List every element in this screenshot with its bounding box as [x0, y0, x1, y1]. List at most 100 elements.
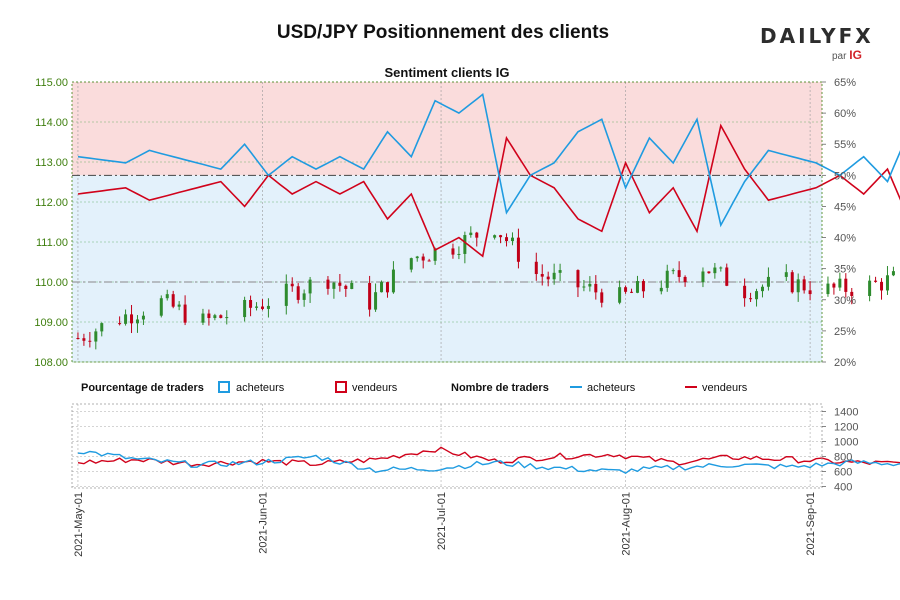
candle-body — [415, 256, 419, 259]
candle-body — [171, 294, 175, 307]
candle-body — [141, 315, 145, 320]
candle-body — [880, 281, 884, 291]
candle-body — [475, 232, 479, 238]
candle-body — [885, 275, 889, 291]
candle-body — [766, 276, 770, 287]
candle-body — [463, 235, 467, 254]
candle-body — [290, 283, 294, 287]
candle-body — [183, 304, 187, 323]
candle-body — [784, 272, 788, 277]
candle-body — [624, 287, 628, 292]
candle-body — [546, 276, 550, 280]
candle-body — [338, 282, 342, 286]
buyer-zone — [72, 175, 822, 362]
candle-body — [743, 285, 747, 299]
candle-body — [760, 286, 764, 292]
candle-body — [177, 304, 181, 307]
pct-tick-label: 25% — [834, 326, 856, 338]
date-tick-label: 2021-Aug-01 — [621, 492, 633, 556]
count-tick-label: 1400 — [834, 407, 858, 419]
candle-body — [588, 283, 592, 287]
count-tick-label: 600 — [834, 467, 852, 479]
candle-body — [576, 270, 580, 288]
candle-body — [540, 274, 544, 277]
candle-body — [159, 298, 163, 316]
candle-body — [826, 283, 830, 295]
pct-tick-label: 45% — [834, 201, 856, 213]
candle-body — [118, 323, 122, 325]
candle-body — [635, 281, 639, 293]
candle-body — [451, 248, 455, 255]
candle-body — [380, 282, 384, 293]
candle-body — [201, 313, 205, 323]
price-tick-label: 111.00 — [36, 237, 68, 249]
candle-body — [582, 286, 586, 288]
candle-body — [749, 298, 753, 300]
candle-body — [493, 235, 497, 238]
candle-body — [719, 267, 723, 269]
legend-count-sellers: vendeurs — [702, 382, 748, 394]
candle-body — [135, 319, 139, 324]
candle-body — [82, 338, 86, 341]
candle-body — [469, 232, 473, 236]
candle-body — [832, 283, 836, 288]
candle-body — [630, 291, 634, 293]
brand-sub: par IG — [832, 48, 862, 62]
date-tick-label: 2021-Jul-01 — [436, 492, 448, 550]
candle-body — [558, 270, 562, 273]
count-tick-label: 1200 — [834, 422, 858, 434]
candle-body — [296, 286, 300, 300]
legend-pct-sellers: vendeurs — [352, 382, 398, 394]
pct-tick-label: 20% — [834, 357, 856, 369]
price-tick-label: 112.00 — [35, 197, 68, 209]
price-tick-label: 110.00 — [35, 277, 68, 289]
legend-pct-buyers: acheteurs — [236, 382, 285, 394]
date-tick-label: 2021-Sep-01 — [805, 492, 817, 556]
candle-body — [844, 278, 848, 292]
legend-pct-title: Pourcentage de traders — [81, 382, 204, 394]
brand-logo: DAILYFX par IG — [760, 24, 871, 64]
candle-body — [374, 292, 378, 310]
candle-body — [94, 331, 98, 342]
legend-count-title: Nombre de traders — [451, 382, 549, 394]
candle-body — [76, 338, 80, 339]
candle-body — [701, 271, 705, 282]
candle-body — [391, 269, 395, 293]
candle-body — [808, 290, 812, 295]
candle-body — [332, 282, 336, 289]
top-plot-frame — [71, 81, 823, 363]
candle-body — [302, 293, 306, 300]
candle-body — [802, 279, 806, 291]
candle-body — [683, 276, 687, 282]
candle-body — [409, 258, 413, 270]
candle-body — [124, 314, 128, 324]
brand-sub-prefix: par — [832, 51, 847, 62]
legend-count-buyers: acheteurs — [587, 382, 636, 394]
candle-body — [677, 270, 681, 277]
candle-body — [266, 305, 270, 309]
candle-body — [88, 340, 92, 342]
pct-tick-label: 50% — [834, 170, 856, 182]
page-title: USD/JPY Positionnement des clients — [276, 22, 610, 43]
candle-body — [552, 272, 556, 280]
pct-tick-label: 40% — [834, 233, 856, 245]
pct-tick-label: 55% — [834, 139, 856, 151]
candle-body — [641, 281, 645, 292]
candle-body — [421, 256, 425, 261]
candle-body — [427, 260, 431, 262]
candle-body — [850, 291, 854, 296]
brand-sub-ig: IG — [849, 48, 862, 62]
price-tick-label: 114.00 — [35, 117, 68, 129]
candle-body — [284, 283, 288, 306]
candle-body — [534, 261, 538, 275]
candle-body — [243, 299, 247, 318]
candle-body — [671, 270, 675, 272]
price-tick-label: 113.00 — [35, 157, 68, 169]
candle-body — [344, 285, 348, 289]
pct-tick-label: 30% — [834, 295, 856, 307]
candle-body — [725, 267, 729, 286]
count-tick-label: 400 — [834, 482, 852, 494]
candle-body — [219, 315, 223, 318]
candle-body — [659, 287, 663, 292]
